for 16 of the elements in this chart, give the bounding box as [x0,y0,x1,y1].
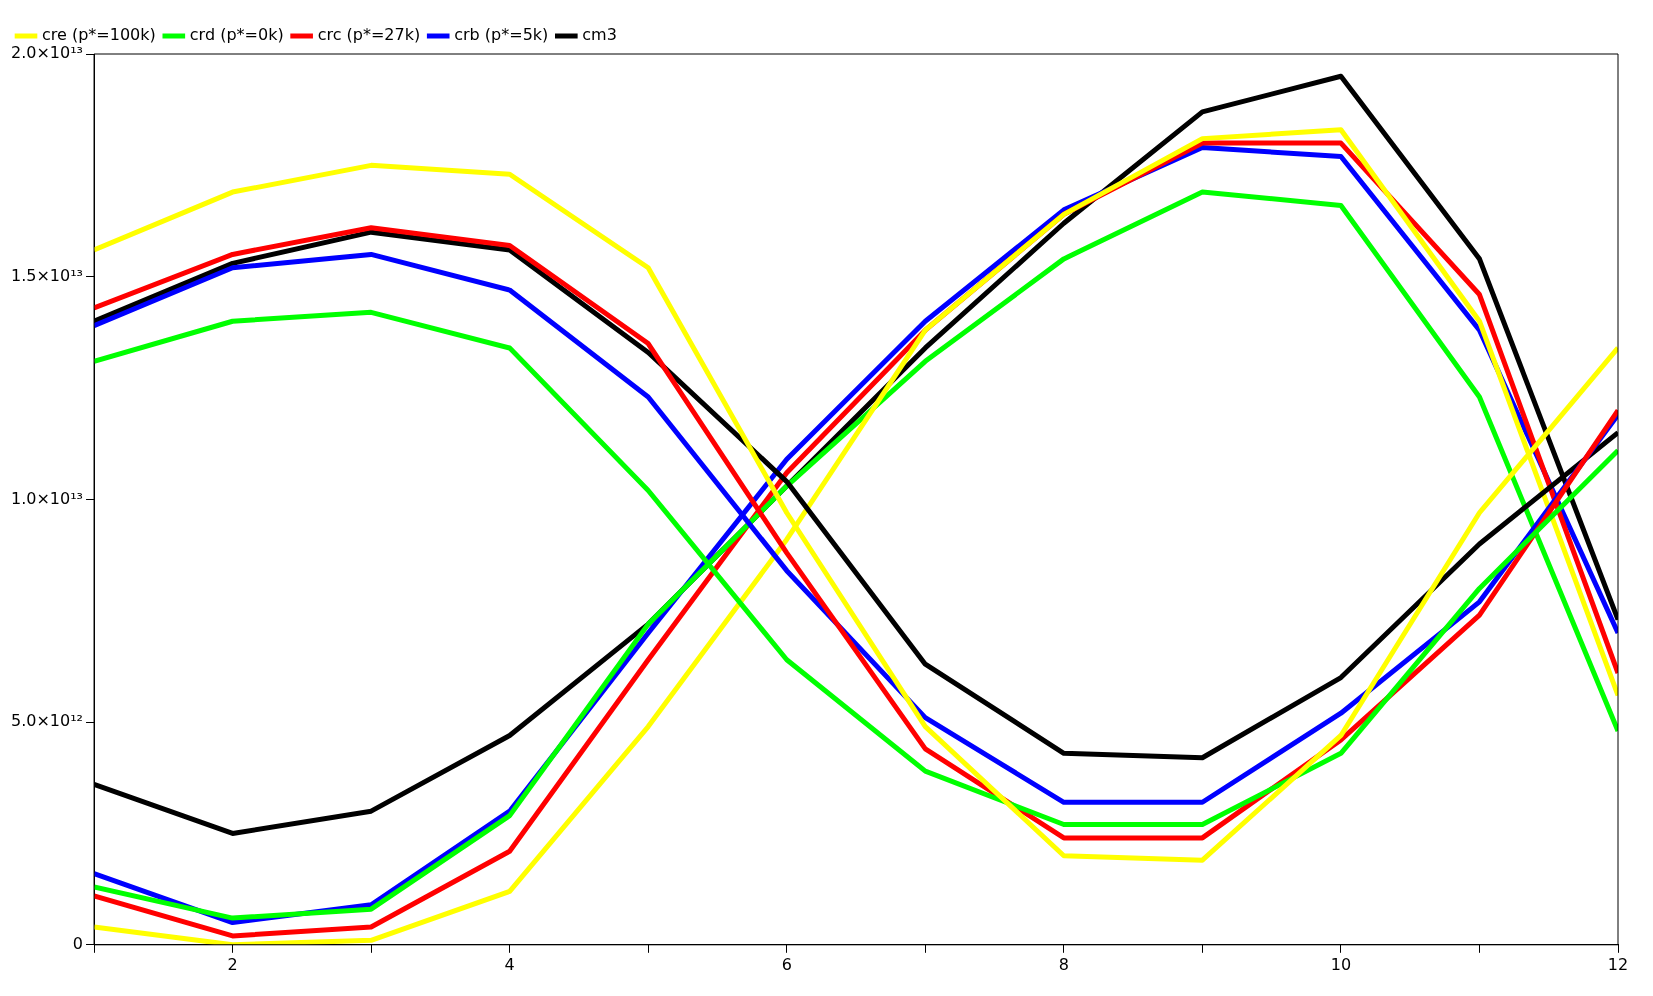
legend-label: crc (p*=27k) [317,25,421,45]
y-tick-label: 2.0×10¹³ [10,43,84,63]
x-tick-label: 10 [1330,954,1352,974]
x-tick-label: 2 [227,954,238,974]
legend-label: crd (p*=0k) [189,25,284,45]
x-tick-label: 8 [1058,954,1069,974]
y-tick-label: 0 [72,933,84,953]
legend-label: cre (p*=100k) [42,25,156,45]
y-tick-label: 1.0×10¹³ [10,488,84,508]
x-tick-label: 12 [1607,954,1629,974]
y-tick-label: 1.5×10¹³ [10,265,84,285]
legend-label: cm3 [582,25,617,45]
x-tick-label: 6 [781,954,792,974]
legend-label: crb (p*=5k) [454,25,549,45]
x-tick-label: 4 [504,954,515,974]
y-tick-label: 5.0×10¹² [10,711,84,731]
